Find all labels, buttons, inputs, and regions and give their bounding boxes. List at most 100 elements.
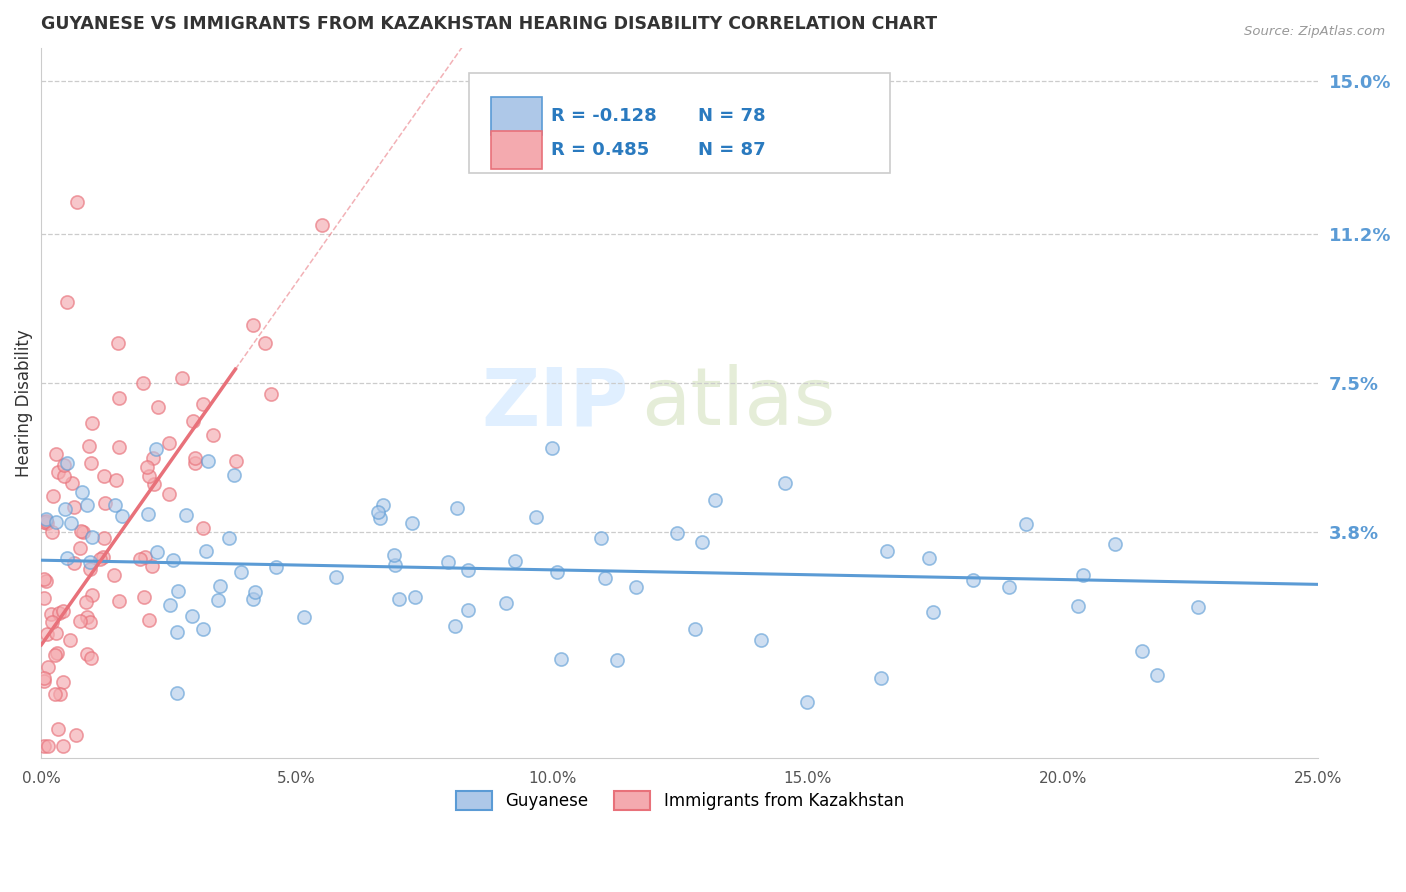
Point (93, 549, 115, 564)
Point (62, 500, 84, 514)
Point (550, 652, 572, 666)
Point (253, 336, 276, 351)
Point (134, 549, 156, 564)
Point (56, 457, 79, 471)
Point (103, 567, 125, 582)
Point (401, 516, 423, 530)
Point (201, 428, 224, 442)
Legend: Guyanese, Immigrants from Kazakhstan: Guyanese, Immigrants from Kazakhstan (449, 784, 911, 817)
Point (606, 653, 628, 667)
Point (224, 467, 246, 482)
Point (37, 739, 59, 753)
Point (242, 318, 264, 332)
Point (183, 457, 205, 471)
Point (146, 545, 169, 559)
Point (48, 606, 70, 620)
Point (136, 460, 159, 475)
Point (209, 579, 232, 593)
FancyBboxPatch shape (470, 73, 890, 172)
Point (105, 473, 128, 487)
Point (194, 544, 217, 558)
Point (368, 511, 391, 525)
Point (32, 572, 55, 586)
Point (93, 468, 115, 483)
Point (870, 671, 893, 685)
Point (52, 604, 75, 618)
Point (457, 563, 479, 577)
Point (446, 500, 468, 515)
Point (93, 531, 115, 545)
Point (129, 552, 152, 566)
Point (197, 453, 219, 467)
Point (53, 458, 76, 472)
Point (325, 570, 347, 584)
Point (690, 535, 713, 549)
Point (35, 514, 58, 528)
Point (63, 556, 86, 570)
Point (367, 504, 389, 518)
Point (384, 558, 406, 573)
Point (79, 562, 101, 576)
Point (80, 456, 103, 470)
Point (59, 632, 82, 647)
Point (207, 593, 229, 607)
Point (245, 584, 267, 599)
Point (166, 686, 188, 700)
Point (65, 728, 87, 742)
Point (457, 602, 479, 616)
Point (44, 648, 66, 662)
Point (56, 550, 79, 565)
Point (443, 619, 465, 633)
Point (683, 623, 706, 637)
Text: ZIP: ZIP (481, 364, 628, 442)
Point (111, 508, 134, 523)
Point (82, 416, 104, 430)
Point (624, 581, 647, 595)
Point (524, 510, 547, 524)
Point (141, 559, 163, 574)
Point (79, 615, 101, 629)
Point (181, 414, 204, 428)
FancyBboxPatch shape (491, 131, 541, 169)
Point (229, 565, 252, 579)
Point (775, 475, 797, 490)
Point (34, 671, 56, 685)
Text: N = 78: N = 78 (697, 107, 765, 125)
Point (69, 614, 91, 628)
Point (41, 489, 63, 503)
Point (918, 550, 941, 565)
Point (37, 659, 59, 673)
Point (45, 447, 67, 461)
FancyBboxPatch shape (491, 97, 541, 136)
Point (60, 476, 83, 491)
Point (32, 674, 55, 689)
Point (541, 441, 564, 455)
Point (166, 624, 188, 639)
Point (89, 552, 111, 566)
Text: atlas: atlas (641, 364, 835, 442)
Point (32, 515, 55, 529)
Point (181, 608, 204, 623)
Point (46, 465, 69, 479)
Point (59, 516, 82, 530)
Point (82, 588, 104, 602)
Point (132, 376, 155, 390)
Point (997, 580, 1019, 594)
Point (70, 484, 93, 499)
Point (146, 400, 169, 414)
Point (49, 687, 72, 701)
Text: R = 0.485: R = 0.485 (551, 141, 650, 159)
Point (225, 454, 247, 468)
Point (79, 650, 101, 665)
Point (159, 598, 181, 612)
Point (193, 397, 215, 411)
Point (138, 469, 160, 483)
Point (70, 524, 93, 538)
Point (157, 487, 180, 501)
Point (751, 633, 773, 648)
Point (108, 391, 131, 405)
Point (1067, 599, 1090, 613)
Point (32, 739, 55, 753)
Point (76, 647, 98, 661)
Point (311, 218, 333, 232)
